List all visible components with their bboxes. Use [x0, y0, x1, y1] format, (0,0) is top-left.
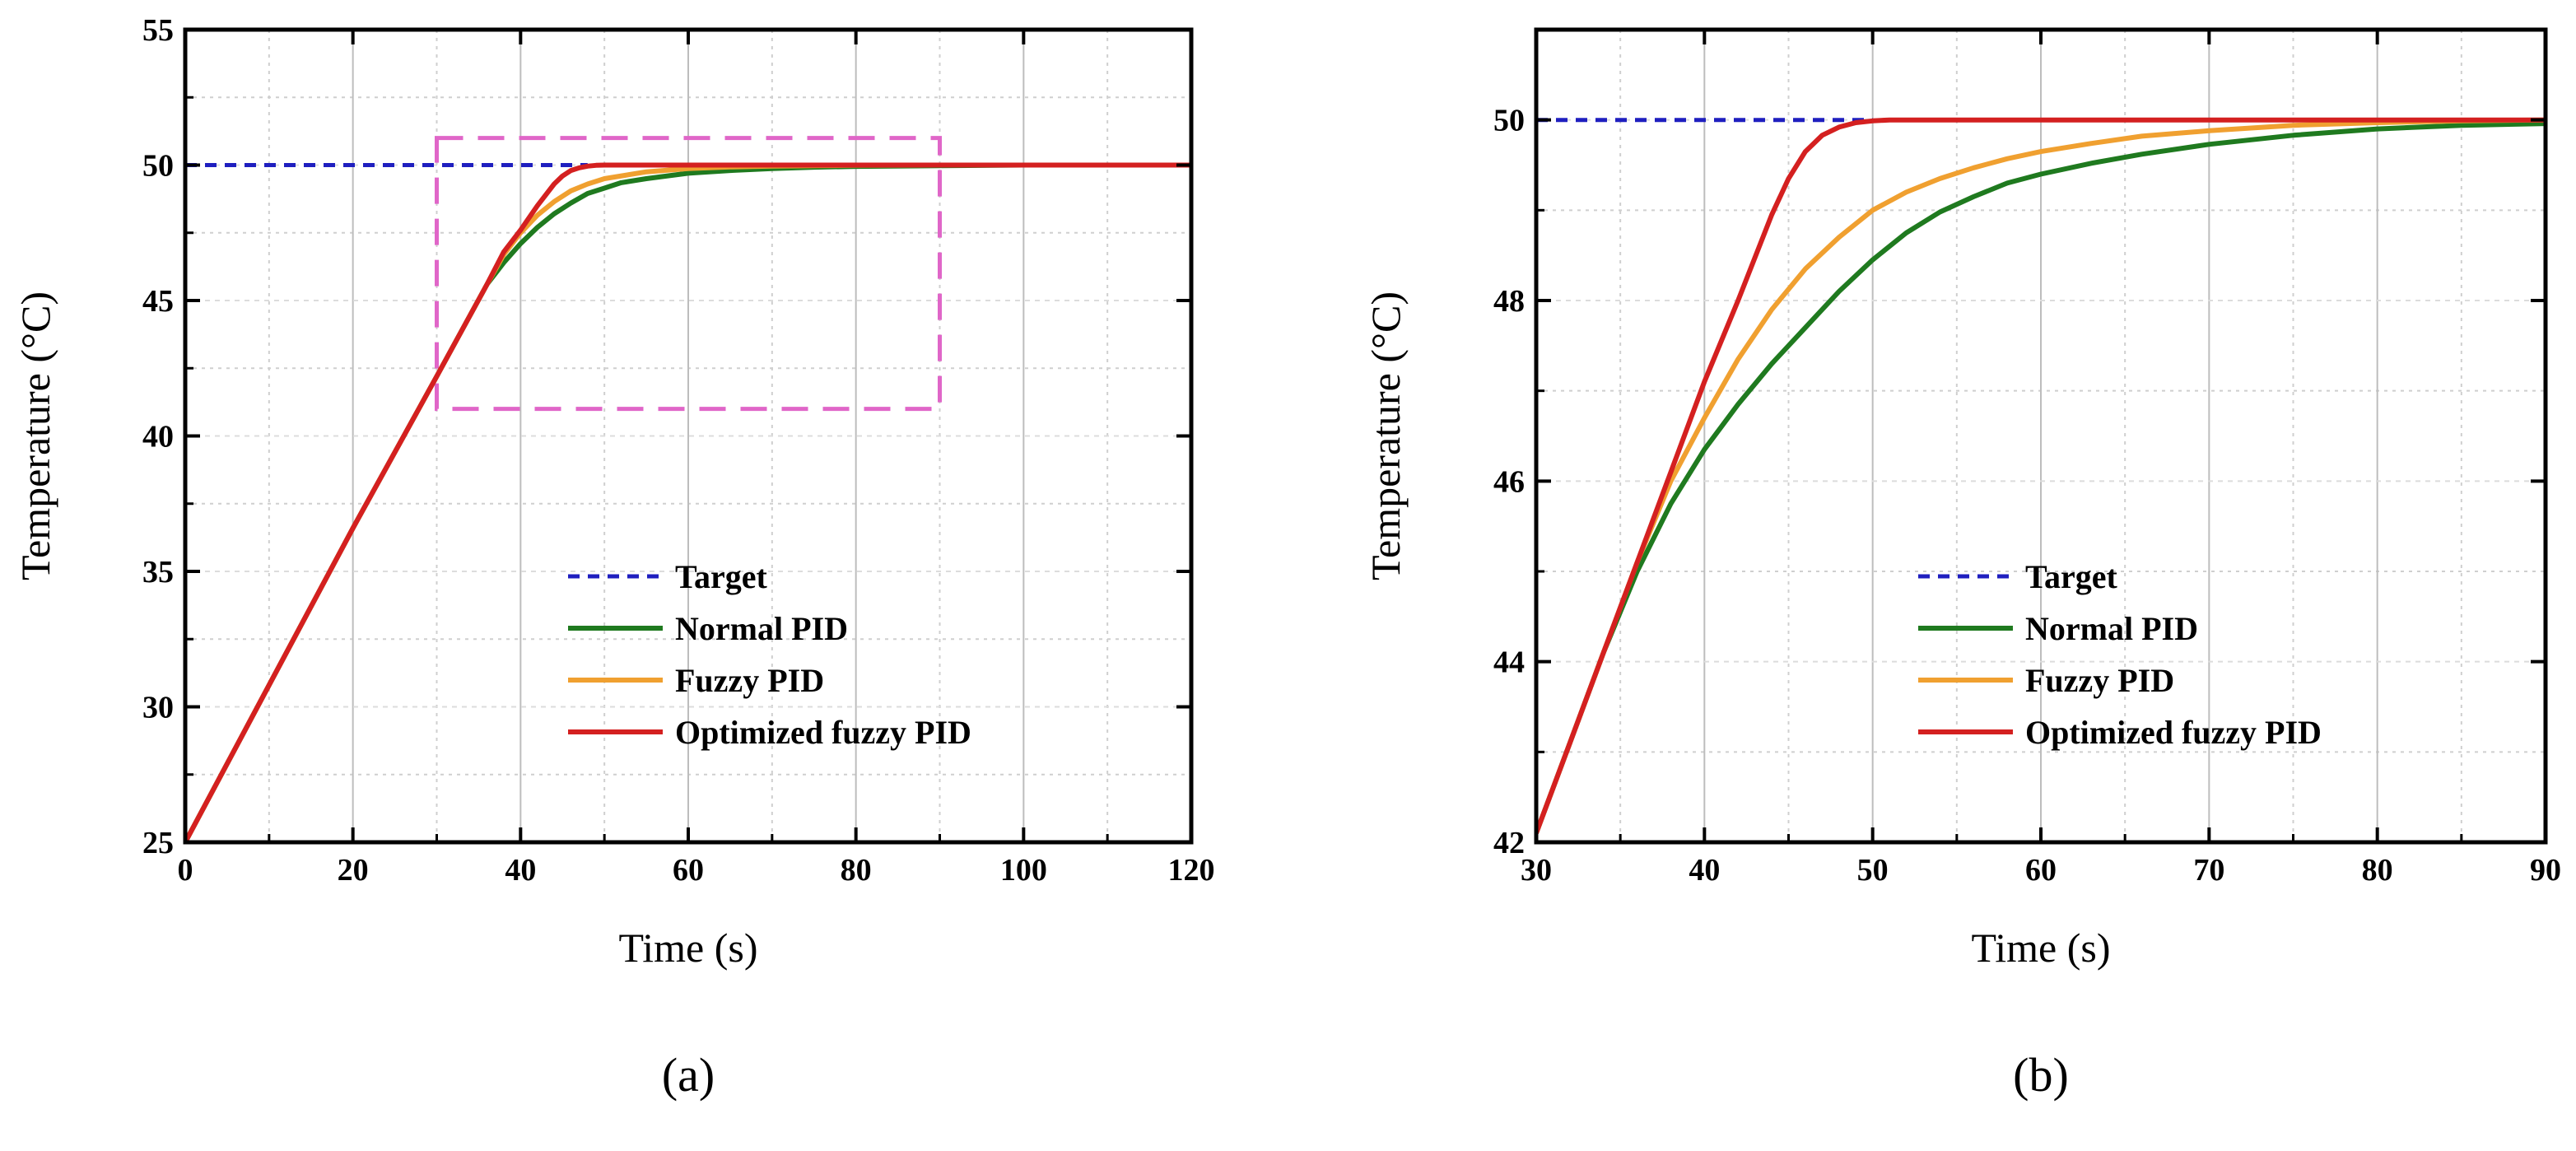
zoom-region-box: [435, 136, 942, 412]
legend-label-normal-pid: Normal PID: [675, 610, 848, 647]
panel-label: (a): [662, 1048, 715, 1102]
y-tick-label: 50: [142, 149, 174, 184]
legend-label-optimized-fuzzy-pid: Optimized fuzzy PID: [2025, 714, 2322, 751]
x-tick-label: 50: [1857, 853, 1889, 888]
chart-panel-a: 0 20 40 60 80 100 120 25 30 35 40 45 50 55 Time (s) Tem…: [12, 13, 1215, 1102]
series-line-optimized-fuzzy-pid: [1536, 117, 2546, 835]
y-tick-label: 40: [142, 420, 174, 454]
x-tick-label: 40: [505, 853, 536, 888]
x-tick-label: 0: [178, 853, 193, 888]
y-tick-label: 30: [142, 691, 174, 725]
series-line-normal-pid: [1536, 121, 2546, 835]
y-tick-label: 35: [142, 555, 174, 589]
panel-label: (b): [2013, 1048, 2069, 1102]
x-tick-label: 70: [2193, 853, 2224, 888]
y-tick-label: 50: [1493, 104, 1525, 138]
y-tick-label: 48: [1493, 284, 1525, 319]
legend-label-fuzzy-pid: Fuzzy PID: [675, 662, 824, 699]
y-axis-title: Temperature (°C): [1363, 291, 1409, 580]
legend-label-target: Target: [2025, 558, 2118, 595]
x-tick-label: 20: [338, 853, 369, 888]
y-tick-label: 42: [1493, 826, 1525, 860]
series-line-optimized-fuzzy-pid: [185, 162, 1191, 842]
x-tick-label: 120: [1168, 853, 1215, 888]
x-tick-label: 60: [2025, 853, 2057, 888]
y-tick-label: 55: [142, 13, 174, 48]
legend-label-target: Target: [675, 558, 768, 595]
x-tick-label: 30: [1521, 853, 1552, 888]
x-tick-label: 60: [673, 853, 704, 888]
y-tick-label: 46: [1493, 464, 1525, 499]
legend-label-optimized-fuzzy-pid: Optimized fuzzy PID: [675, 714, 971, 751]
y-tick-label: 44: [1493, 645, 1525, 680]
x-axis-title: Time (s): [1971, 925, 2110, 971]
chart-panel-b: 30 40 50 60 70 80 90 42 44 46 48 50 Time (s) Temperat…: [1363, 27, 2561, 1102]
legend-label-fuzzy-pid: Fuzzy PID: [2025, 662, 2174, 699]
x-tick-label: 80: [2362, 853, 2393, 888]
y-tick-label: 45: [142, 284, 174, 319]
x-tick-label: 40: [1689, 853, 1720, 888]
x-tick-label: 90: [2530, 853, 2561, 888]
y-axis-title: Temperature (°C): [12, 291, 58, 580]
x-tick-label: 80: [841, 853, 872, 888]
x-tick-label: 100: [1000, 853, 1047, 888]
legend-label-normal-pid: Normal PID: [2025, 610, 2198, 647]
y-tick-label: 25: [142, 826, 174, 860]
x-axis-title: Time (s): [618, 925, 757, 971]
